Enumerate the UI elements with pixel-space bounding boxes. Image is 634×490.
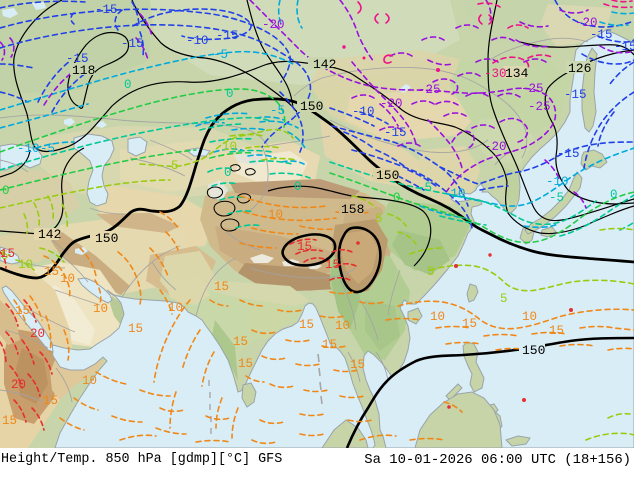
svg-text:15: 15 (44, 265, 59, 279)
svg-text:-20: -20 (380, 97, 403, 111)
svg-text:10: 10 (430, 310, 445, 324)
svg-text:10: 10 (168, 301, 183, 315)
svg-text:5: 5 (171, 159, 179, 173)
svg-text:-10: -10 (546, 175, 569, 189)
svg-text:15: 15 (462, 317, 477, 331)
svg-text:-15: -15 (614, 40, 634, 54)
svg-text:-15: -15 (590, 28, 613, 42)
svg-text:134: 134 (505, 66, 529, 81)
svg-text:10: 10 (82, 374, 97, 388)
svg-text:5: 5 (375, 212, 383, 226)
svg-text:142: 142 (38, 227, 61, 242)
svg-text:150: 150 (95, 231, 118, 246)
svg-text:-30: -30 (484, 67, 507, 81)
svg-text:5: 5 (500, 292, 508, 306)
svg-text:15: 15 (233, 335, 248, 349)
svg-text:20: 20 (11, 378, 26, 392)
svg-text:-5: -5 (417, 181, 432, 195)
svg-text:5: 5 (427, 265, 435, 279)
svg-text:-5: -5 (549, 191, 564, 205)
svg-text:10: 10 (522, 310, 537, 324)
svg-text:15: 15 (299, 318, 314, 332)
svg-text:15: 15 (549, 324, 564, 338)
svg-text:15: 15 (350, 358, 365, 372)
svg-text:15: 15 (43, 394, 58, 408)
svg-text:150: 150 (376, 168, 399, 183)
svg-text:0: 0 (224, 166, 232, 180)
svg-text:10: 10 (222, 140, 237, 154)
svg-text:126: 126 (568, 61, 591, 76)
svg-text:-15: -15 (216, 29, 239, 43)
svg-text:15: 15 (325, 258, 340, 272)
svg-text:-15: -15 (66, 52, 89, 66)
svg-text:-20: -20 (262, 18, 285, 32)
svg-text:-10: -10 (352, 105, 375, 119)
svg-text:15: 15 (297, 240, 312, 254)
svg-text:-25: -25 (528, 100, 551, 114)
svg-text:-20: -20 (575, 16, 598, 30)
svg-text:-15: -15 (384, 126, 407, 140)
svg-text:-20: -20 (484, 140, 507, 154)
svg-text:15: 15 (0, 247, 15, 261)
svg-text:-25: -25 (418, 83, 441, 97)
svg-text:10: 10 (93, 302, 108, 316)
svg-text:0: 0 (124, 78, 132, 92)
svg-text:15: 15 (2, 414, 17, 428)
svg-text:5: 5 (1, 249, 9, 263)
svg-text:15: 15 (214, 280, 229, 294)
svg-text:10: 10 (268, 208, 283, 222)
svg-text:-15: -15 (95, 3, 118, 17)
svg-text:-15: -15 (564, 88, 587, 102)
svg-text:-10: -10 (17, 142, 40, 156)
svg-text:0: 0 (610, 188, 618, 202)
svg-text:118: 118 (72, 63, 95, 78)
svg-text:-10: -10 (443, 187, 466, 201)
svg-text:-25: -25 (521, 82, 544, 96)
svg-text:0: 0 (2, 184, 10, 198)
svg-text:150: 150 (522, 343, 545, 358)
svg-text:-10: -10 (186, 34, 209, 48)
svg-text:15: 15 (128, 322, 143, 336)
svg-text:-5: -5 (270, 104, 285, 118)
svg-text:-5: -5 (40, 142, 55, 156)
svg-text:10: 10 (18, 258, 33, 272)
svg-text:0: 0 (226, 87, 234, 101)
svg-text:0: 0 (294, 180, 302, 194)
svg-text:10: 10 (60, 272, 75, 286)
svg-text:150: 150 (300, 99, 323, 114)
svg-text:15: 15 (238, 357, 253, 371)
svg-text:158: 158 (341, 202, 364, 217)
svg-text:15: 15 (322, 338, 337, 352)
svg-text:15: 15 (15, 304, 30, 318)
svg-text:-15: -15 (121, 37, 144, 51)
svg-text:0: 0 (393, 191, 401, 205)
svg-text:-5: -5 (213, 48, 228, 62)
svg-text:-15: -15 (557, 147, 580, 161)
svg-text:142: 142 (313, 57, 336, 72)
svg-text:10: 10 (335, 319, 350, 333)
svg-text:20: 20 (30, 327, 45, 341)
